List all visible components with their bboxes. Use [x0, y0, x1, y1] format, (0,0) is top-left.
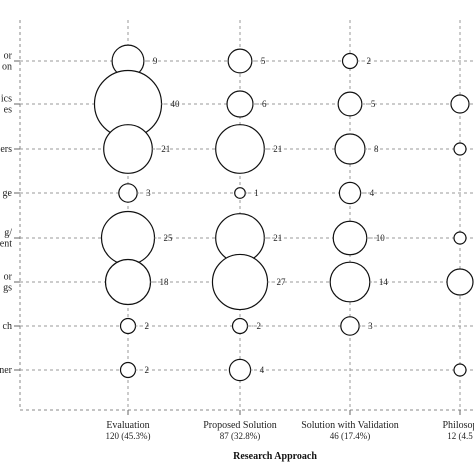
bubble-value-label: 1 [254, 188, 258, 198]
column-label: Evaluation [106, 420, 149, 431]
bubble [119, 317, 137, 335]
bubble-value-label: 27 [277, 277, 287, 287]
bubble-value-label: 25 [164, 233, 174, 243]
bubble-value-label: 2 [144, 321, 149, 331]
row-label: ge [3, 188, 13, 199]
bubble-partial [450, 94, 470, 114]
column-count-label: 87 (32.8%) [220, 431, 261, 441]
bubble [211, 253, 269, 311]
bubble [338, 181, 362, 205]
bubble-value-label: 4 [370, 188, 375, 198]
bubble-value-label: 40 [171, 99, 181, 109]
row-labels: or on ics es ers ge g/ent or gs ch ner [0, 51, 13, 377]
column-count-label: 46 (17.4%) [330, 431, 371, 441]
row-label: ics es [1, 94, 12, 116]
bubble-value-label: 8 [374, 144, 379, 154]
bubble [341, 52, 359, 70]
bubble-value-label: 5 [261, 56, 266, 66]
bubble-value-label: 4 [260, 365, 265, 375]
row-label: or gs [3, 272, 13, 294]
column-count-label: 12 (4.5 [447, 431, 473, 441]
x-axis-title: Research Approach [233, 451, 317, 462]
row-label: or on [2, 51, 13, 73]
bubble-value-label: 9 [153, 56, 158, 66]
bubble-value-label: 2 [366, 56, 371, 66]
column-label: Solution with Validation [301, 420, 399, 431]
bubble-value-label: 21 [161, 144, 170, 154]
bubble-partial [446, 268, 474, 296]
bubble [104, 258, 152, 306]
bubble [332, 220, 368, 256]
bubble [103, 124, 153, 174]
bubble-partial [453, 142, 467, 156]
bubble-partial [453, 231, 467, 245]
column-label: Proposed Solution [203, 420, 277, 431]
bubble [234, 187, 246, 199]
row-label: ers [0, 144, 12, 155]
bubble-value-label: 2 [144, 365, 149, 375]
bubble-partial [453, 363, 467, 377]
bubble [119, 361, 137, 379]
bubble [215, 124, 265, 174]
bubble [227, 48, 253, 74]
column-label: Philosop [442, 420, 474, 431]
bubble [226, 90, 254, 118]
bubble-value-label: 5 [371, 99, 376, 109]
bubble-value-label: 18 [159, 277, 169, 287]
row-label: ch [3, 321, 12, 332]
column-count-label: 120 (45.3%) [106, 431, 151, 441]
bubble [228, 358, 252, 382]
bubble [340, 316, 360, 336]
bubble-value-label: 10 [376, 233, 386, 243]
row-label: ner [0, 365, 13, 376]
bubble-value-label: 21 [273, 233, 282, 243]
bubble [334, 133, 366, 165]
bubble [231, 317, 249, 335]
bubble [100, 210, 156, 266]
bubble-value-label: 3 [146, 188, 151, 198]
bubble-value-label: 14 [379, 277, 389, 287]
bubble-value-label: 3 [368, 321, 373, 331]
row-label: g/ent [0, 228, 12, 250]
bubble-value-label: 2 [256, 321, 261, 331]
bubble-value-label: 6 [262, 99, 267, 109]
bubble-value-label: 21 [273, 144, 282, 154]
bubble [337, 91, 363, 117]
bubble [118, 183, 138, 203]
bubble [329, 261, 371, 303]
